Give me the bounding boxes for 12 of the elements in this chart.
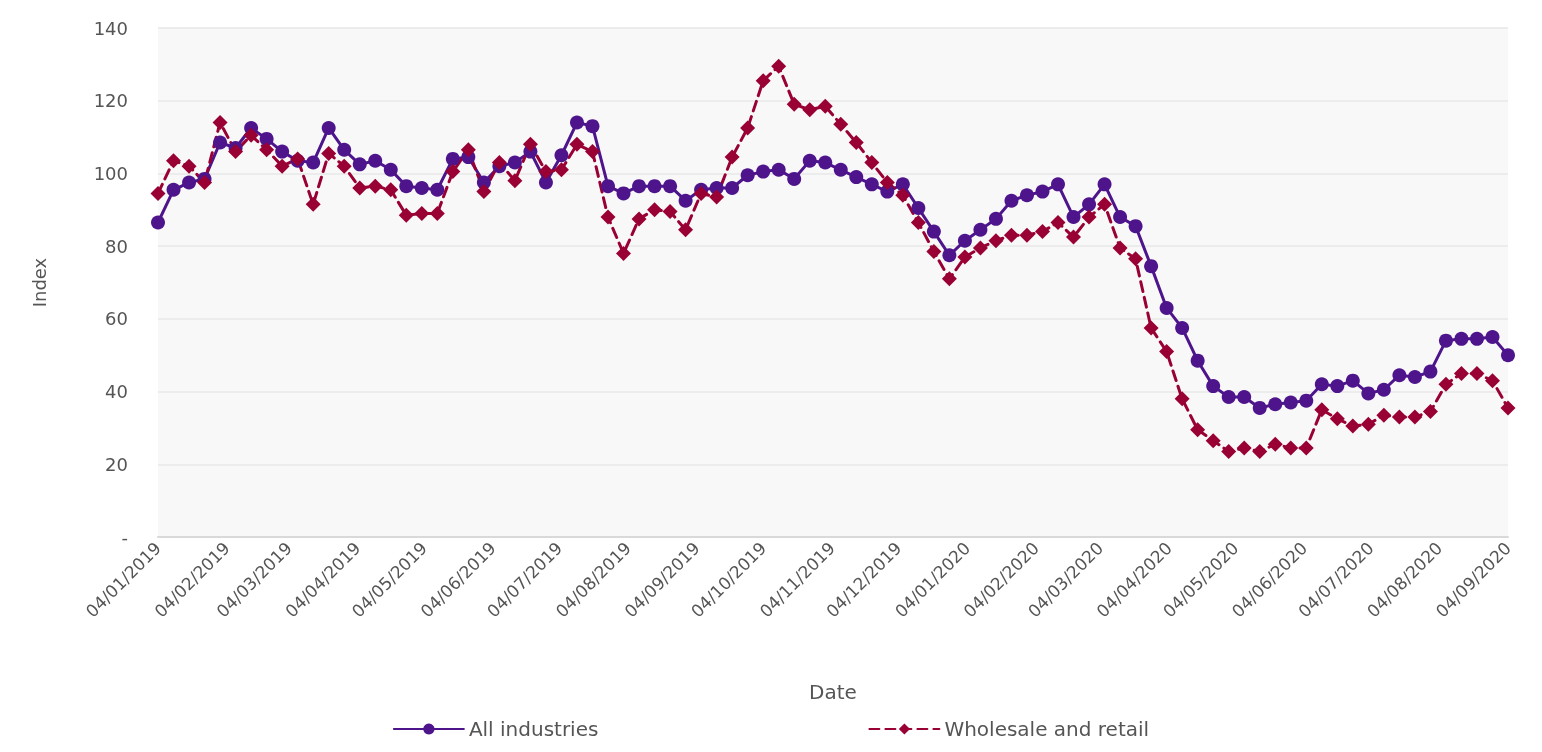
y-tick-label: -	[121, 526, 128, 548]
y-tick-label: 60	[105, 308, 128, 330]
y-tick-label: 20	[105, 453, 128, 475]
y-tick-label: 80	[105, 235, 128, 257]
y-tick-label: 100	[93, 162, 128, 184]
y-tick-label: 40	[105, 381, 128, 403]
y-tick-label: 140	[93, 17, 128, 39]
y-tick-label: 120	[93, 90, 128, 112]
legend-label: All industries	[468, 717, 599, 741]
y-axis-title: Index	[28, 257, 50, 308]
x-axis-title: Date	[809, 680, 857, 704]
legend-label: Wholesale and retail	[944, 717, 1150, 741]
